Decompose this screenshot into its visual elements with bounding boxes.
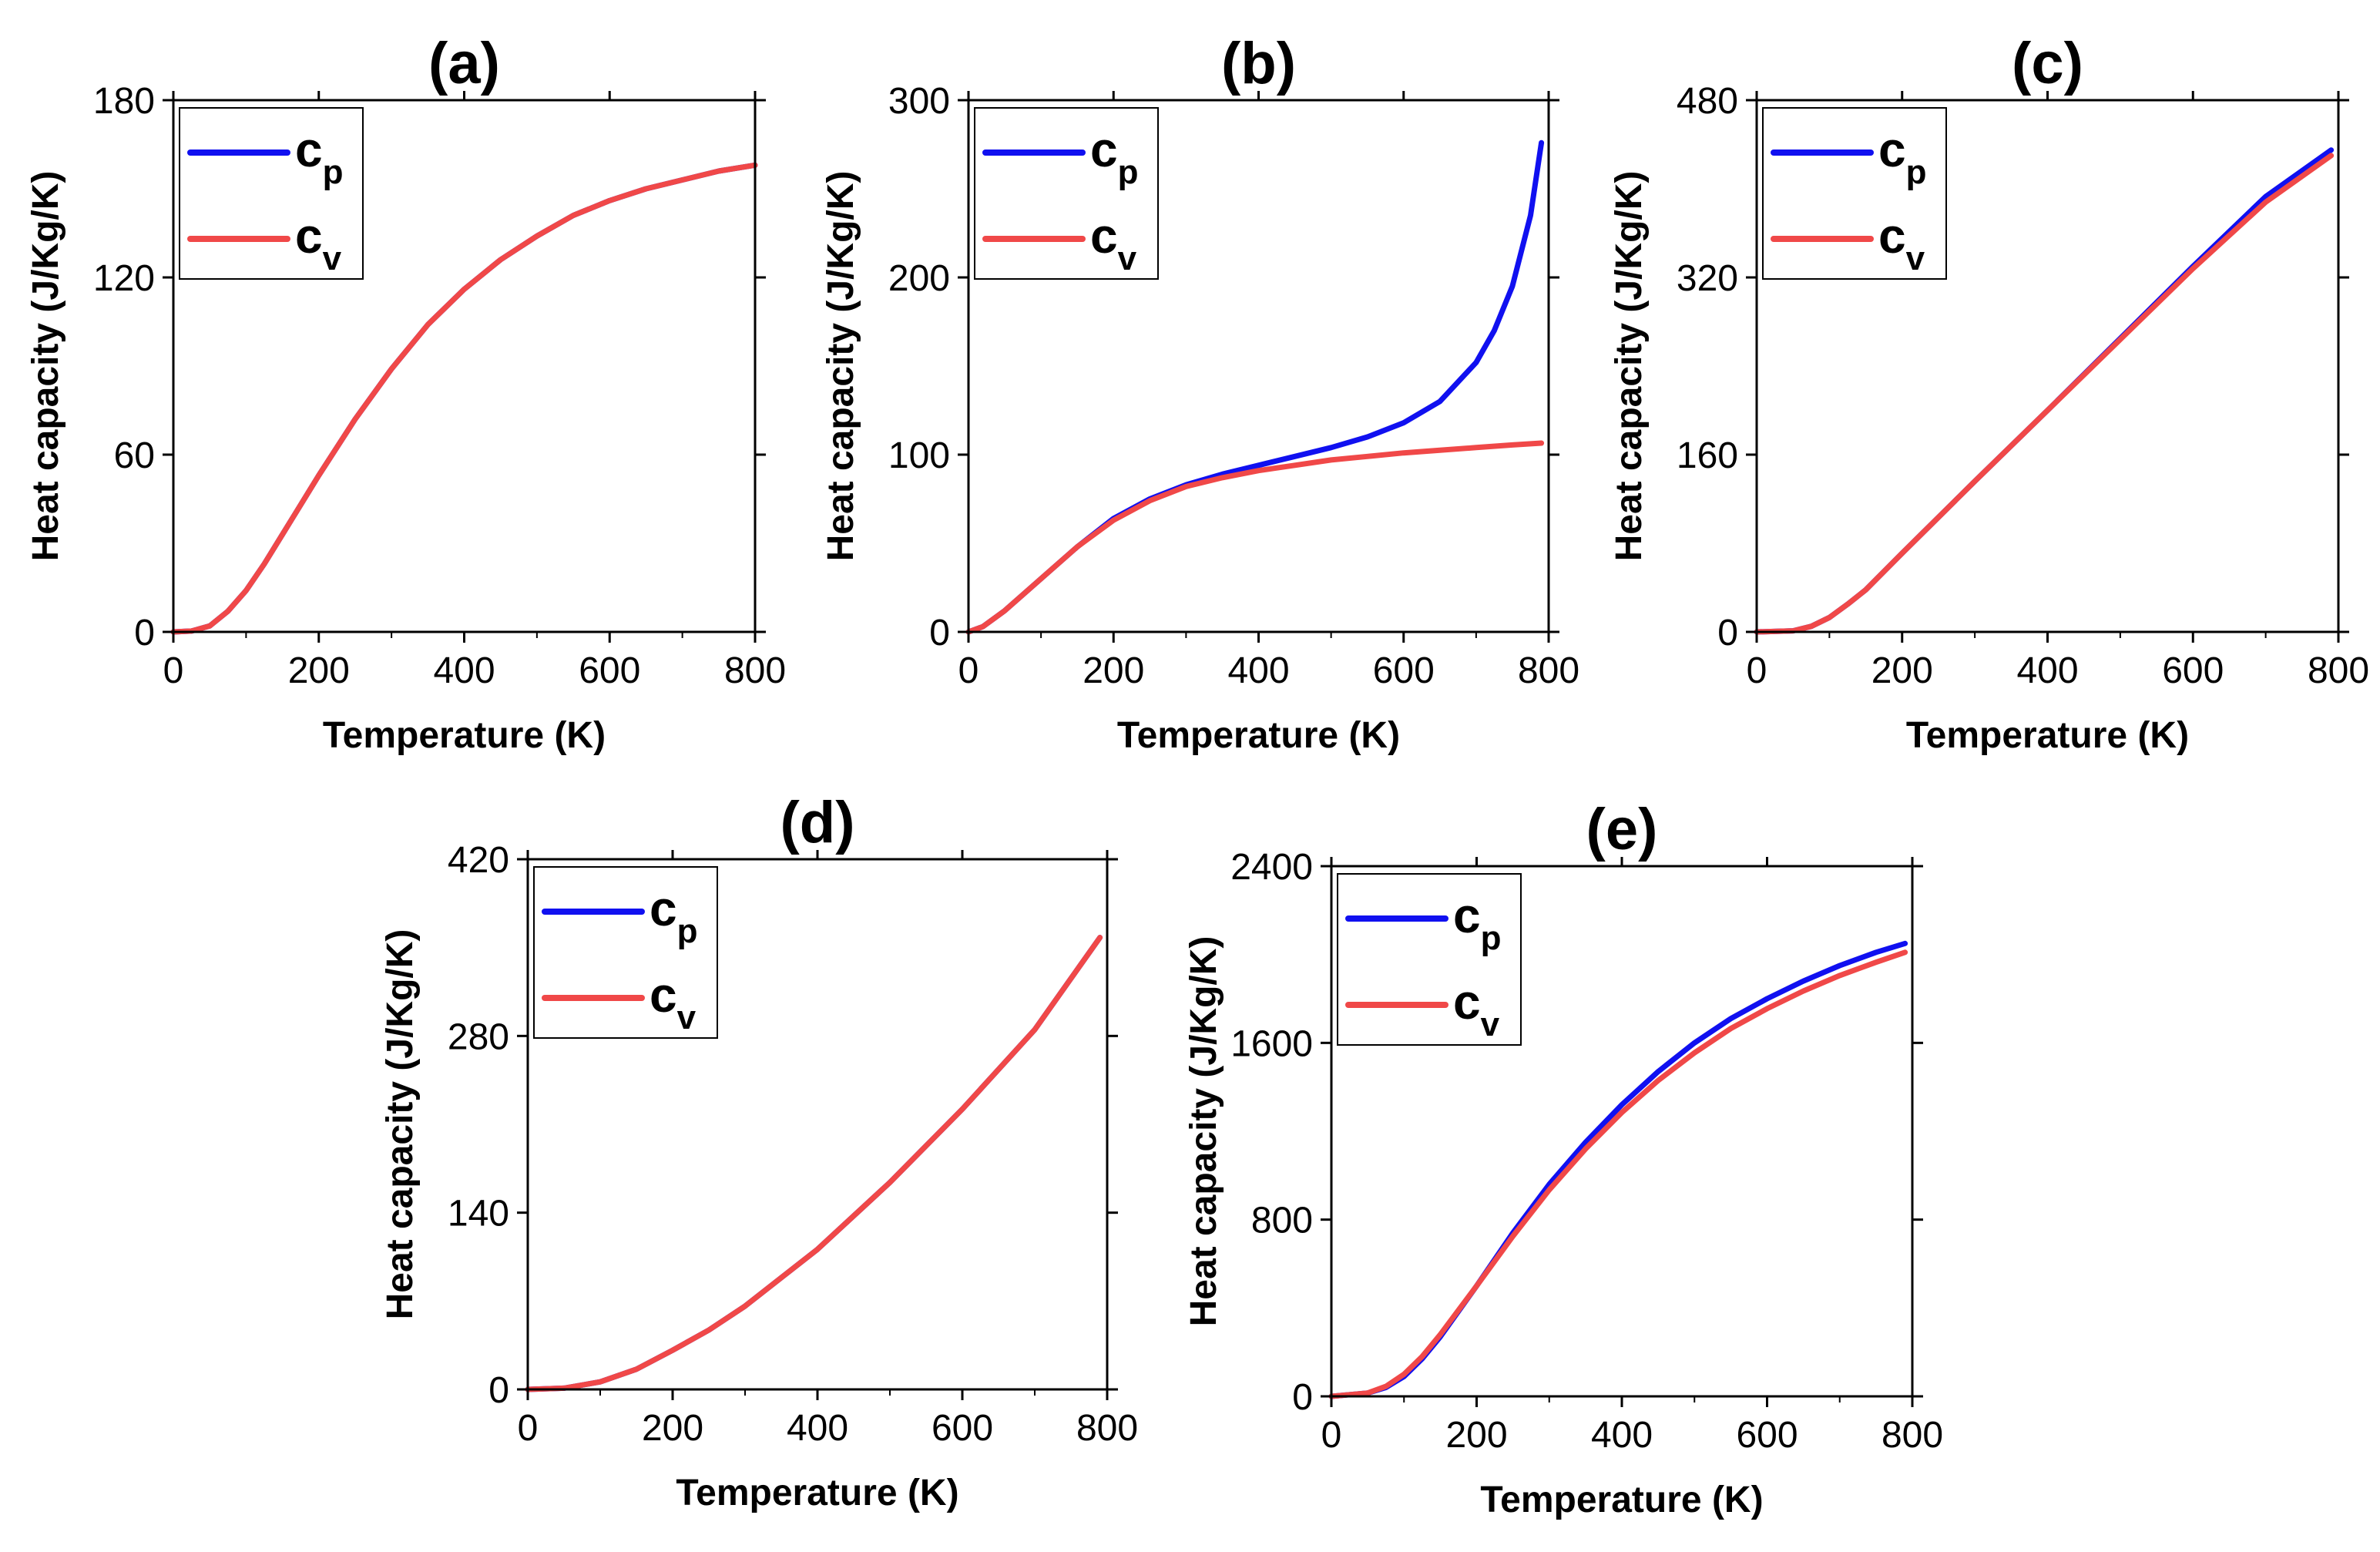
x-tick-label: 0 [1321, 1415, 1342, 1456]
chart-panel-b: (b) 0 200 400 600 800 0 100 200 300 Temperature (K… [821, 31, 1579, 756]
y-tick-label: 480 [1677, 81, 1738, 122]
y-tick-label: 1600 [1230, 1023, 1313, 1064]
legend-subscript: p [323, 153, 344, 191]
x-tick-label: 400 [433, 650, 495, 691]
x-tick-label: 200 [288, 650, 350, 691]
x-axis-label: Temperature (K) [1117, 715, 1400, 756]
x-tick-label: 0 [163, 650, 184, 691]
chart-panel-d: (d) 0 200 400 600 800 0 140 280 420 Temperature (K… [380, 790, 1138, 1513]
x-tick-label: 600 [1736, 1415, 1798, 1456]
x-tick-label: 200 [1871, 650, 1933, 691]
legend-subscript: p [677, 912, 698, 950]
x-tick-label: 200 [1083, 650, 1144, 691]
x-tick-label: 400 [2016, 650, 2078, 691]
panel-title: (d) [780, 790, 854, 855]
y-axis-label: Heat capacity (J/Kg/K) [1183, 936, 1224, 1327]
y-tick-label: 200 [888, 258, 950, 299]
x-tick-label: 800 [1076, 1408, 1138, 1449]
x-axis-label: Temperature (K) [676, 1473, 958, 1513]
y-tick-label: 120 [93, 258, 155, 299]
series-line-cv [170, 162, 758, 635]
x-tick-label: 600 [1373, 650, 1435, 691]
legend-subscript: p [1118, 153, 1139, 191]
y-tick-label: 280 [448, 1016, 509, 1057]
legend-box [179, 107, 364, 280]
x-axis-label: Temperature (K) [1480, 1480, 1763, 1520]
y-tick-label: 300 [888, 81, 950, 122]
y-tick-label: 0 [1292, 1377, 1313, 1418]
x-axis-label: Temperature (K) [323, 715, 606, 756]
x-tick-label: 400 [787, 1408, 848, 1449]
y-axis-label: Heat capacity (J/Kg/K) [380, 929, 421, 1320]
y-tick-label: 140 [448, 1194, 509, 1235]
legend-subscript: v [1906, 240, 1925, 277]
y-tick-label: 160 [1677, 435, 1738, 476]
y-tick-label: 420 [448, 840, 509, 881]
y-tick-label: 2400 [1230, 847, 1313, 888]
panel-title: (e) [1586, 797, 1658, 862]
y-tick-label: 0 [134, 613, 155, 653]
series-line-cv [1754, 153, 2335, 635]
y-tick-label: 0 [488, 1370, 509, 1411]
series-line-cv [525, 935, 1103, 1392]
x-tick-label: 0 [1747, 650, 1767, 691]
x-tick-label: 800 [1882, 1415, 1943, 1456]
panel-title: (a) [428, 31, 500, 96]
legend-subscript: v [677, 999, 697, 1036]
legend-subscript: p [1481, 919, 1502, 957]
legend-subscript: v [1481, 1006, 1500, 1043]
x-tick-label: 600 [579, 650, 640, 691]
x-tick-label: 400 [1591, 1415, 1653, 1456]
legend-box [974, 107, 1159, 280]
x-tick-label: 200 [1445, 1415, 1507, 1456]
x-tick-label: 600 [2162, 650, 2224, 691]
x-axis-label: Temperature (K) [1906, 715, 2189, 756]
legend-subscript: v [323, 240, 342, 277]
x-tick-label: 400 [1227, 650, 1289, 691]
legend-subscript: p [1906, 153, 1927, 191]
x-tick-label: 0 [958, 650, 979, 691]
y-tick-label: 100 [888, 435, 950, 476]
series-line-cv [965, 440, 1545, 635]
panel-title: (b) [1221, 31, 1296, 96]
series-line-cv [1328, 949, 1908, 1399]
y-axis-label: Heat capacity (J/Kg/K) [821, 171, 861, 562]
x-tick-label: 800 [2308, 650, 2369, 691]
x-tick-label: 800 [1518, 650, 1579, 691]
x-tick-label: 800 [724, 650, 786, 691]
legend-subscript: v [1118, 240, 1137, 277]
y-tick-label: 800 [1251, 1201, 1313, 1241]
chart-panel-e: (e) 0 200 400 600 800 0 800 1600 2400 Temperature … [1183, 797, 1943, 1520]
chart-panel-a: (a) 0 200 400 600 800 0 60 120 180 Temperature (K)… [25, 31, 786, 756]
x-tick-label: 200 [642, 1408, 703, 1449]
y-tick-label: 0 [929, 613, 950, 653]
y-tick-label: 0 [1717, 613, 1738, 653]
y-tick-label: 60 [114, 435, 155, 476]
x-tick-label: 0 [518, 1408, 539, 1449]
legend-box [533, 866, 718, 1039]
y-tick-label: 180 [93, 81, 155, 122]
panel-title: (c) [2012, 31, 2083, 96]
y-axis-label: Heat capacity (J/Kg/K) [1609, 171, 1650, 562]
y-axis-label: Heat capacity (J/Kg/K) [25, 171, 66, 562]
chart-panel-c: (c) 0 200 400 600 800 0 160 320 480 Temperature (K… [1609, 31, 2369, 756]
legend-box [1762, 107, 1947, 280]
legend-box [1337, 873, 1522, 1046]
x-tick-label: 600 [932, 1408, 993, 1449]
y-tick-label: 320 [1677, 258, 1738, 299]
